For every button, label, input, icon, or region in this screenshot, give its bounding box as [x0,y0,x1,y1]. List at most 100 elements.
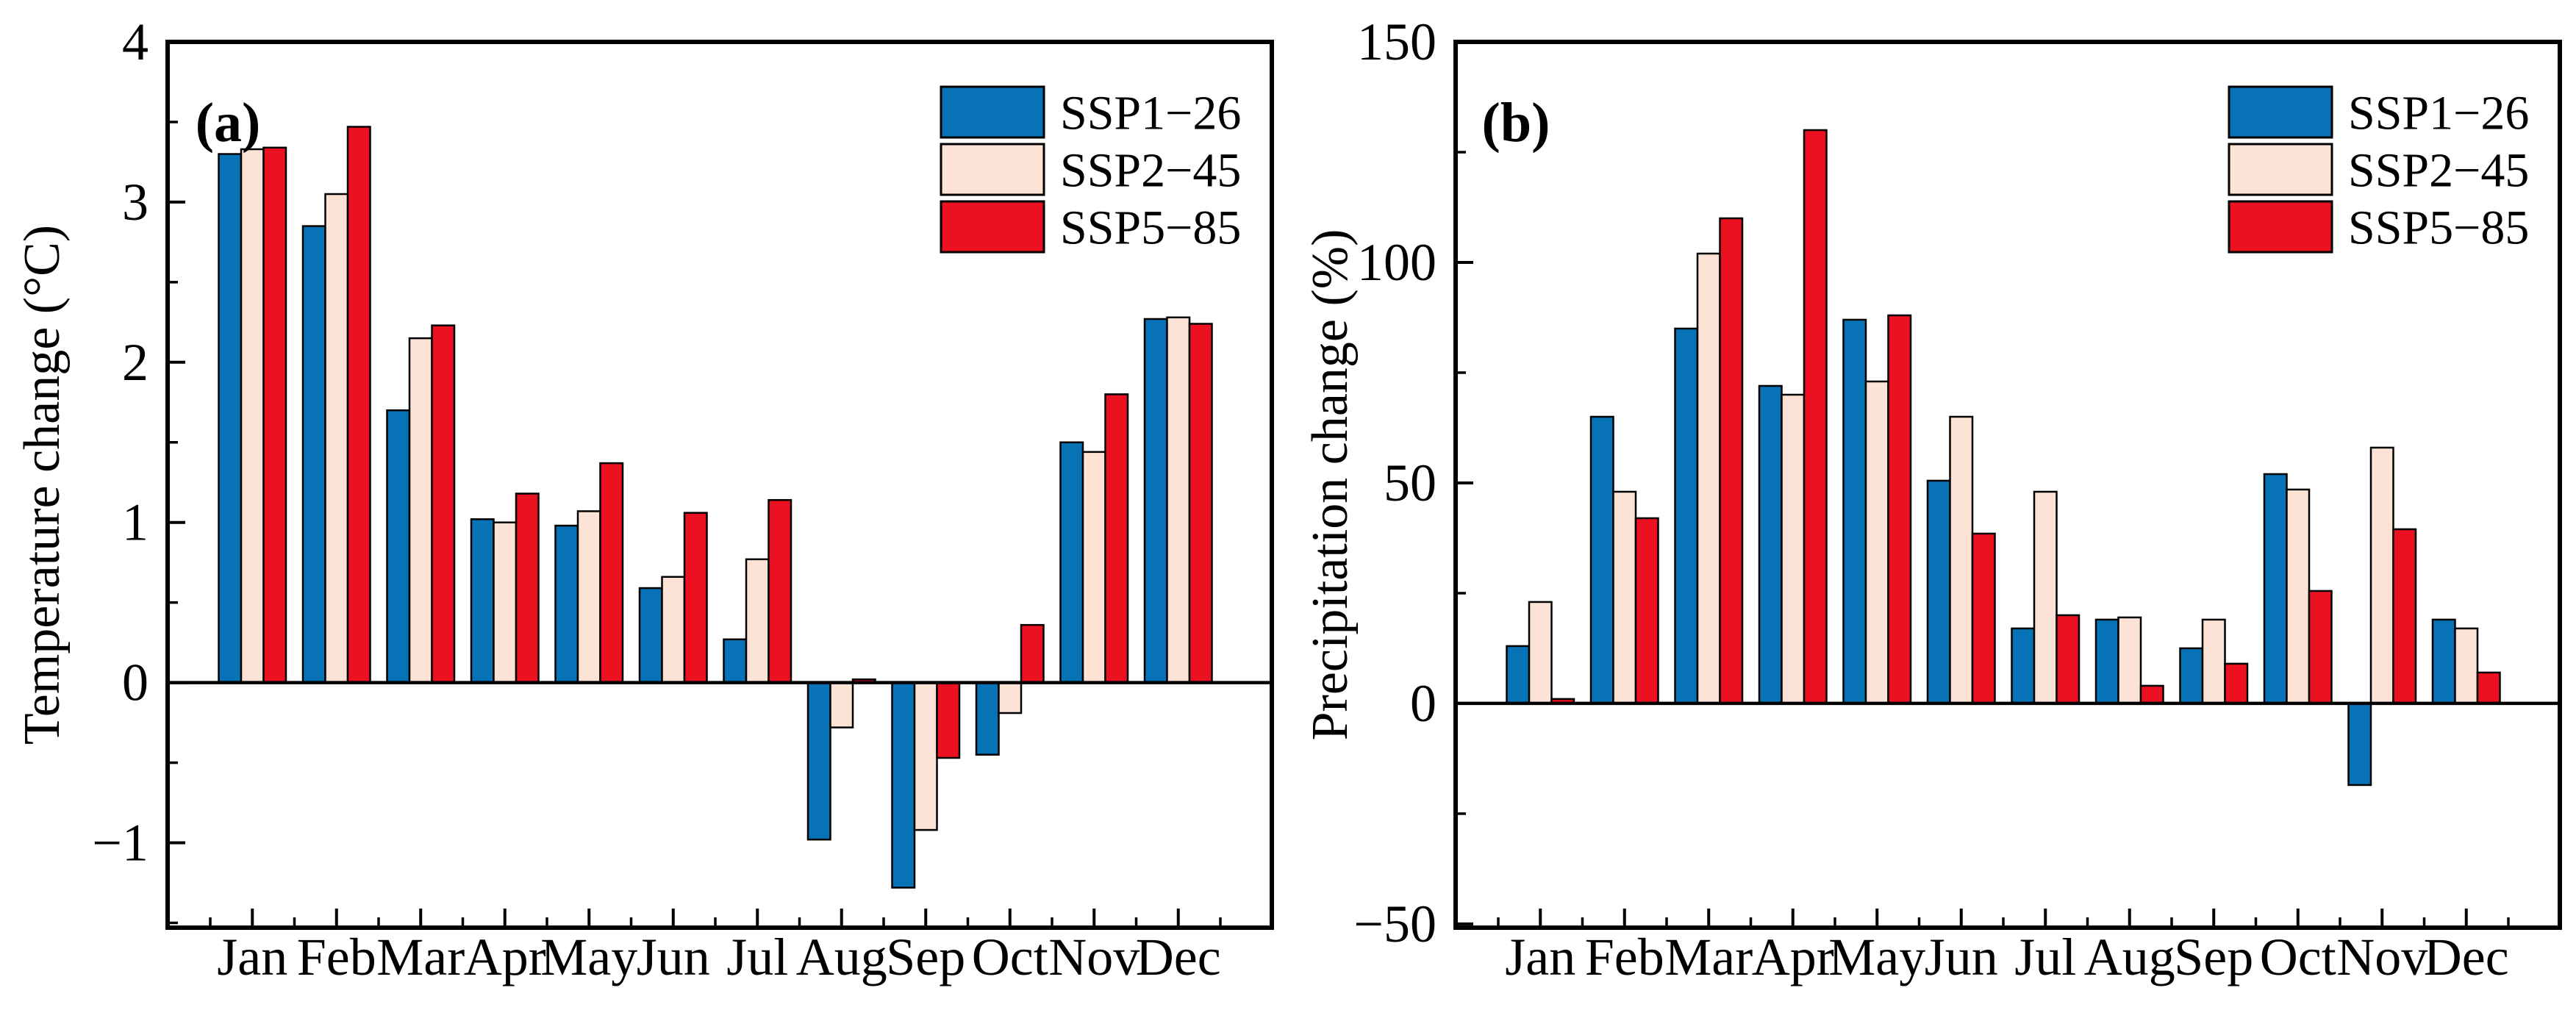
legend-label-2: SSP2−45 [1060,144,1241,198]
bar-Oct-series2 [2286,488,2311,705]
x-tick-label-Mar: Mar [376,928,465,986]
legend-swatch-2 [940,143,1045,196]
y-tick-label: 1 [122,493,149,552]
y-tick-label: −1 [92,814,149,873]
bar-Sep-series2 [2201,618,2226,705]
bar-Sep-series3 [936,681,961,759]
bar-Nov-series1 [2347,702,2372,787]
bar-Sep-series1 [2179,647,2204,705]
legend-swatch-3 [940,200,1045,254]
x-tick-label-Apr: Apr [464,928,546,986]
x-tick-label-May: May [1828,928,1925,986]
x-tick-label-Nov: Nov [1048,928,1139,986]
y-axis-title: Temperature change (°C) [14,225,71,745]
x-tick-label-Aug: Aug [2084,928,2175,986]
legend-label-1: SSP1−26 [1060,87,1241,140]
x-tick-label-Jun: Jun [637,928,710,986]
bar-Nov-series3 [2392,528,2417,705]
bar-Aug-series3 [2139,684,2164,705]
y-tick-label: 150 [1357,12,1437,71]
bar-Feb-series3 [1634,517,1659,705]
bar-Jul-series3 [768,498,793,684]
x-tick-label-Jun: Jun [1925,928,1998,986]
bar-Jun-series3 [683,512,708,684]
bar-Mar-series1 [1674,327,1699,705]
bar-Feb-series1 [301,225,326,684]
bar-Nov-series2 [2369,446,2394,705]
y-tick-label: 50 [1384,454,1437,512]
legend-swatch-1 [2228,85,2333,139]
bar-Jun-series2 [661,576,686,684]
bar-May-series3 [599,462,624,684]
bar-Jan-series2 [240,148,265,684]
bar-Feb-series2 [1612,490,1637,705]
bar-Nov-series2 [1081,451,1106,684]
bar-Oct-series3 [1020,623,1045,684]
legend-label-3: SSP5−85 [2348,201,2529,255]
legend-swatch-2 [2228,143,2333,196]
legend-swatch-3 [2228,200,2333,254]
x-tick-label-Jan: Jan [217,928,287,986]
bar-Dec-series1 [1143,318,1168,684]
bar-Jul-series1 [723,638,748,684]
bar-Aug-series2 [2117,616,2142,705]
x-tick-label-Feb: Feb [297,928,376,986]
x-tick-label-Oct: Oct [972,928,1048,986]
bar-Jul-series3 [2056,614,2081,705]
panel-label: (b) [1482,92,1550,154]
y-tick-label: 3 [122,173,149,232]
bar-Nov-series1 [1059,441,1084,684]
bar-Jun-series1 [1926,479,1951,705]
x-tick-label-Jul: Jul [2014,928,2076,986]
bar-Nov-series3 [1104,393,1129,684]
bar-Jan-series1 [1506,645,1531,705]
bar-Oct-series2 [998,681,1023,714]
y-tick-label: 0 [122,653,149,712]
bar-Jul-series1 [2011,627,2036,705]
bar-Dec-series3 [1188,323,1213,684]
bar-May-series2 [576,510,601,684]
bar-Dec-series2 [2454,627,2479,705]
x-tick-label-Oct: Oct [2260,928,2336,986]
x-tick-label-Feb: Feb [1585,928,1664,986]
bar-Oct-series1 [2263,473,2288,705]
bar-Aug-series1 [806,681,831,841]
bar-Jan-series1 [218,153,243,684]
bar-May-series1 [554,524,579,684]
bar-May-series1 [1842,318,1867,705]
bar-May-series2 [1864,380,1889,705]
y-tick-label: 0 [1410,674,1437,733]
bar-Sep-series2 [913,681,938,831]
bar-Oct-series3 [2308,590,2333,705]
bar-Apr-series1 [470,518,495,684]
bar-Mar-series2 [1696,252,1721,705]
bar-Aug-series1 [2094,618,2119,705]
panel-label: (a) [196,92,261,154]
plot-border [165,40,1274,930]
x-tick-label-Apr: Apr [1752,928,1834,986]
bar-Oct-series1 [975,681,1000,756]
bar-Apr-series2 [1781,393,1806,705]
x-tick-label-Sep: Sep [2174,928,2253,986]
y-axis-title: Precipitation change (%) [1302,229,1359,741]
x-tick-label-Dec: Dec [1136,928,1221,986]
bar-Jan-series2 [1528,601,1553,705]
bar-Jun-series2 [1949,415,1974,705]
bar-Dec-series2 [1166,316,1191,684]
bar-Sep-series3 [2224,662,2249,705]
bar-Jun-series1 [638,587,663,684]
y-tick-label: 2 [122,333,149,392]
bar-Mar-series2 [408,337,433,684]
bar-Apr-series1 [1758,384,1783,705]
x-tick-label-Dec: Dec [2424,928,2509,986]
bar-Mar-series3 [431,324,456,684]
x-tick-label-May: May [540,928,637,986]
x-tick-label-Nov: Nov [2336,928,2427,986]
x-tick-label-Aug: Aug [796,928,887,986]
y-tick-label: −50 [1353,895,1437,953]
bar-Sep-series1 [891,681,916,889]
bar-Feb-series3 [346,126,371,684]
bar-Apr-series2 [493,521,518,684]
